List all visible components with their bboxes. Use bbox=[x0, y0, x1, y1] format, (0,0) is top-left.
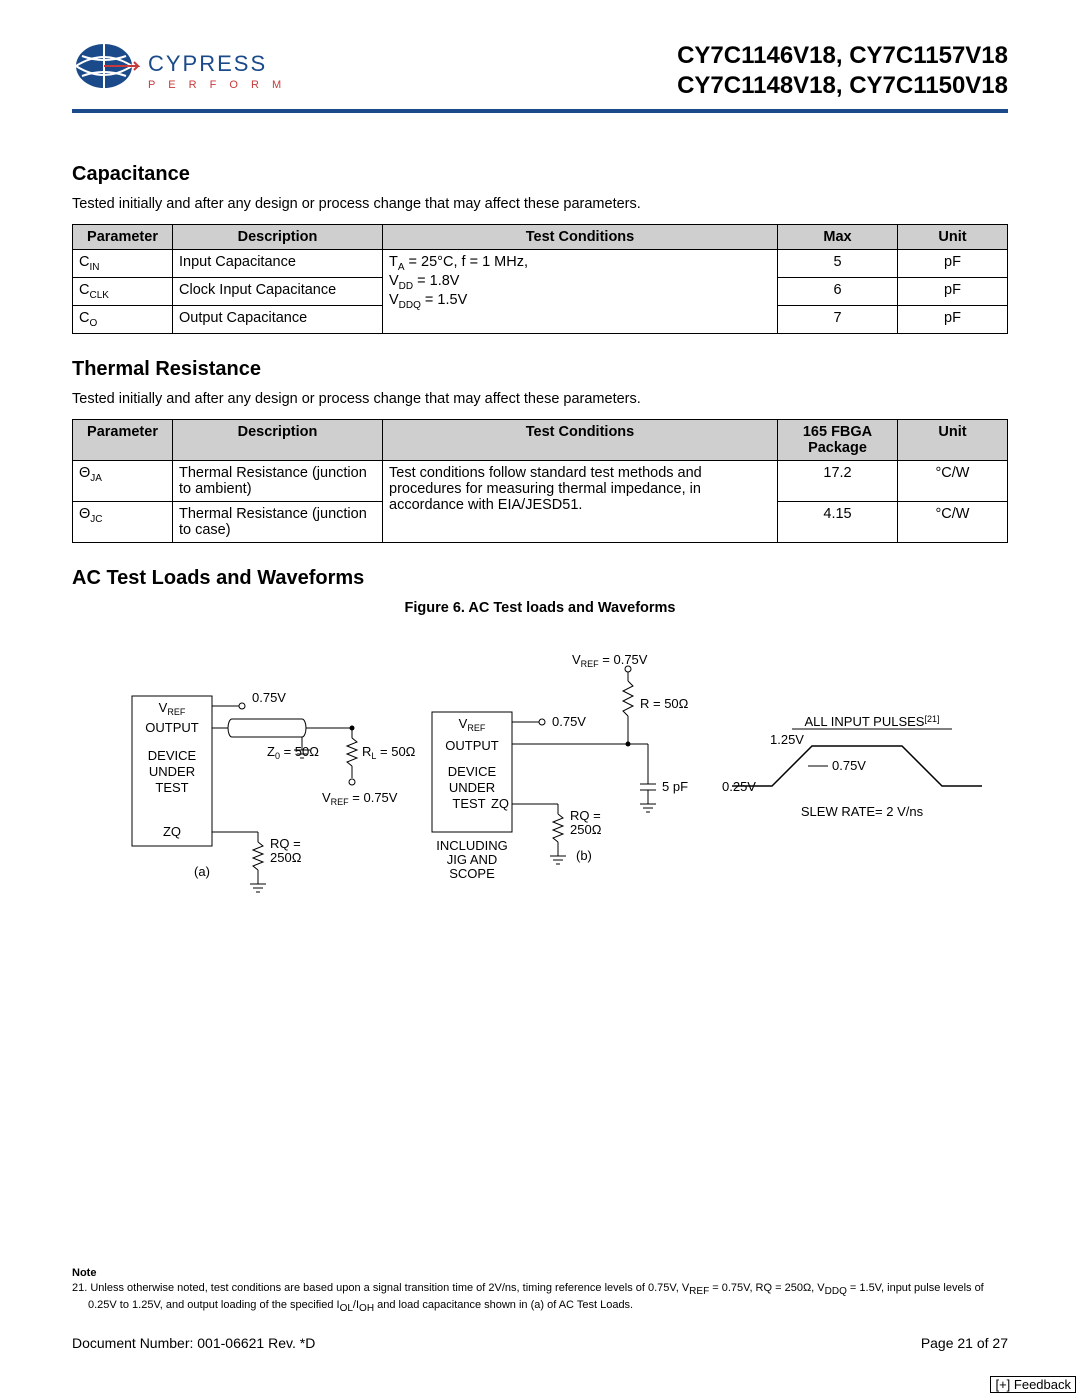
figure-caption: Figure 6. AC Test loads and Waveforms bbox=[72, 600, 1008, 616]
col-description: Description bbox=[173, 419, 383, 460]
thermal-table: Parameter Description Test Conditions 16… bbox=[72, 419, 1008, 543]
svg-text:ALL INPUT PULSES[21]: ALL INPUT PULSES[21] bbox=[805, 714, 940, 729]
note-block: Note 21. Unless otherwise noted, test co… bbox=[72, 1267, 1008, 1315]
thermal-desc: Tested initially and after any design or… bbox=[72, 391, 1008, 407]
svg-text:R = 50Ω: R = 50Ω bbox=[640, 696, 689, 711]
svg-text:0.75V: 0.75V bbox=[832, 758, 866, 773]
svg-text:SCOPE: SCOPE bbox=[449, 866, 495, 881]
svg-text:5 pF: 5 pF bbox=[662, 779, 688, 794]
svg-text:(b): (b) bbox=[576, 848, 592, 863]
svg-text:RL = 50Ω: RL = 50Ω bbox=[362, 744, 416, 761]
note-text: 21. Unless otherwise noted, test conditi… bbox=[72, 1281, 1008, 1315]
table-row: CIN Input Capacitance TA = 25°C, f = 1 M… bbox=[73, 250, 1008, 278]
part-line-1: CY7C1146V18, CY7C1157V18 bbox=[677, 41, 1008, 71]
logo-name: CYPRESS bbox=[148, 51, 286, 77]
svg-text:SLEW RATE= 2 V/ns: SLEW RATE= 2 V/ns bbox=[801, 804, 924, 819]
doc-number: Document Number: 001-06621 Rev. *D bbox=[72, 1335, 315, 1351]
thermal-title: Thermal Resistance bbox=[72, 358, 1008, 381]
col-unit: Unit bbox=[898, 225, 1008, 250]
table-row: ΘJA Thermal Resistance (junction to ambi… bbox=[73, 460, 1008, 501]
page-footer: Document Number: 001-06621 Rev. *D Page … bbox=[72, 1335, 1008, 1351]
col-parameter: Parameter bbox=[73, 225, 173, 250]
capacitance-desc: Tested initially and after any design or… bbox=[72, 196, 1008, 212]
col-test-conditions: Test Conditions bbox=[383, 225, 778, 250]
note-heading: Note bbox=[72, 1267, 1008, 1279]
col-unit: Unit bbox=[898, 419, 1008, 460]
svg-text:VREF = 0.75V: VREF = 0.75V bbox=[572, 652, 648, 669]
logo: CYPRESS P E R F O R M bbox=[72, 40, 286, 101]
svg-text:1.25V: 1.25V bbox=[770, 732, 804, 747]
svg-text:OUTPUT: OUTPUT bbox=[145, 720, 199, 735]
svg-text:RQ =: RQ = bbox=[270, 836, 301, 851]
svg-text:UNDER: UNDER bbox=[449, 780, 495, 795]
svg-text:JIG AND: JIG AND bbox=[447, 852, 498, 867]
svg-text:ZQ: ZQ bbox=[163, 824, 181, 839]
svg-text:DEVICE: DEVICE bbox=[448, 764, 497, 779]
svg-text:RQ =: RQ = bbox=[570, 808, 601, 823]
capacitance-title: Capacitance bbox=[72, 163, 1008, 186]
svg-text:0.75V: 0.75V bbox=[252, 690, 286, 705]
cypress-globe-icon bbox=[72, 40, 142, 101]
svg-text:TEST: TEST bbox=[452, 796, 485, 811]
thermal-test-conditions: Test conditions follow standard test met… bbox=[383, 460, 778, 542]
page-header: CYPRESS P E R F O R M CY7C1146V18, CY7C1… bbox=[72, 40, 1008, 113]
svg-text:0.75V: 0.75V bbox=[552, 714, 586, 729]
svg-text:OUTPUT: OUTPUT bbox=[445, 738, 499, 753]
svg-text:(a): (a) bbox=[194, 864, 210, 879]
logo-tagline: P E R F O R M bbox=[148, 79, 286, 91]
col-test-conditions: Test Conditions bbox=[383, 419, 778, 460]
svg-text:ZQ: ZQ bbox=[491, 796, 509, 811]
part-line-2: CY7C1148V18, CY7C1150V18 bbox=[677, 71, 1008, 101]
ac-title: AC Test Loads and Waveforms bbox=[72, 567, 1008, 590]
col-package: 165 FBGAPackage bbox=[778, 419, 898, 460]
svg-text:250Ω: 250Ω bbox=[270, 850, 302, 865]
svg-text:UNDER: UNDER bbox=[149, 764, 195, 779]
col-max: Max bbox=[778, 225, 898, 250]
svg-text:INCLUDING: INCLUDING bbox=[436, 838, 508, 853]
col-parameter: Parameter bbox=[73, 419, 173, 460]
cap-test-conditions: TA = 25°C, f = 1 MHz, VDD = 1.8V VDDQ = … bbox=[383, 250, 778, 334]
ac-test-diagram: VREF OUTPUT DEVICE UNDER TEST ZQ 0.75V Z… bbox=[72, 636, 1008, 936]
svg-text:DEVICE: DEVICE bbox=[148, 748, 197, 763]
svg-text:VREF = 0.75V: VREF = 0.75V bbox=[322, 790, 398, 807]
part-numbers: CY7C1146V18, CY7C1157V18 CY7C1148V18, CY… bbox=[677, 41, 1008, 101]
svg-text:250Ω: 250Ω bbox=[570, 822, 602, 837]
svg-text:0.25V: 0.25V bbox=[722, 779, 756, 794]
page-number: Page 21 of 27 bbox=[921, 1335, 1008, 1351]
logo-text: CYPRESS P E R F O R M bbox=[148, 51, 286, 91]
feedback-button[interactable]: [+] Feedback bbox=[990, 1376, 1076, 1393]
col-description: Description bbox=[173, 225, 383, 250]
capacitance-table: Parameter Description Test Conditions Ma… bbox=[72, 224, 1008, 334]
svg-text:Z0 = 50Ω: Z0 = 50Ω bbox=[267, 744, 319, 761]
svg-text:TEST: TEST bbox=[155, 780, 188, 795]
